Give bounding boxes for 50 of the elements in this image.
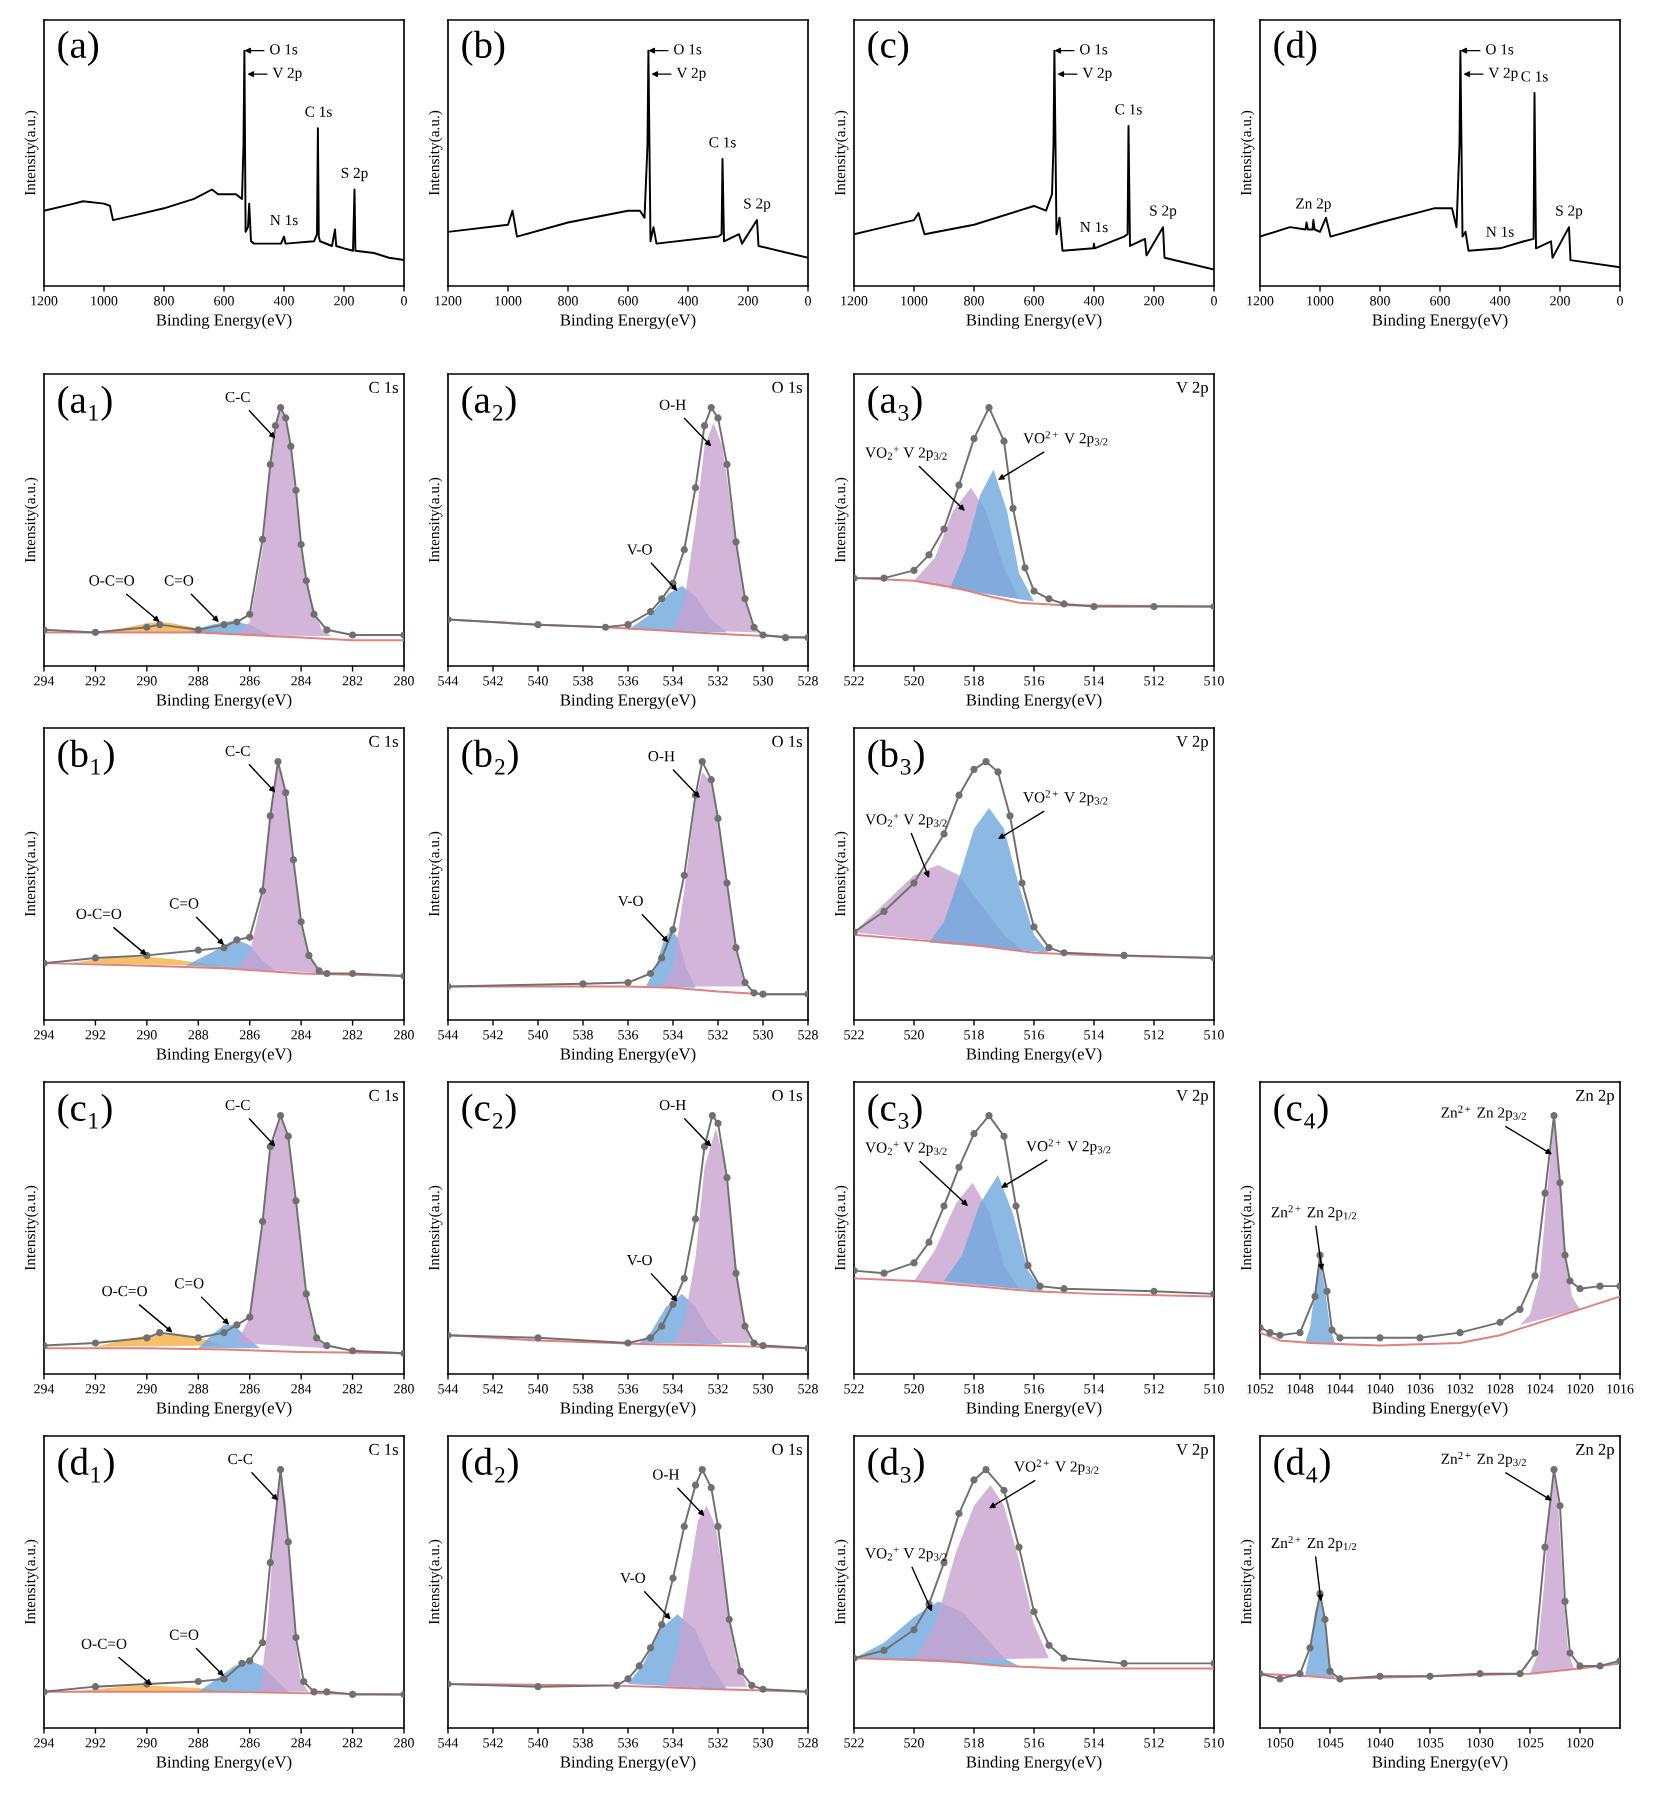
chart-title: (c₂) — [462, 1093, 516, 1129]
chart-title: (b₃) — [868, 739, 924, 775]
chart-title: (c) — [868, 30, 909, 66]
chart-title: (a₂) — [462, 385, 516, 421]
x-axis-title: Binding Energy(eV) — [156, 1755, 292, 1772]
chart-subtitle: C 1s — [369, 1443, 398, 1456]
chart-title: (a) — [58, 30, 99, 66]
chart-subtitle: O 1s — [772, 735, 802, 748]
x-axis-title: Binding Energy(eV) — [966, 1047, 1102, 1064]
chart-title: (a₃) — [868, 385, 922, 421]
chart-title: (b₁) — [58, 739, 114, 775]
chart-subtitle: Zn 2p — [1576, 1089, 1614, 1105]
chart-title: (d₁) — [58, 1447, 114, 1483]
x-axis-title: Binding Energy(eV) — [156, 1401, 292, 1418]
x-axis-title: Binding Energy(eV) — [156, 693, 292, 710]
chart-title: (c₁) — [58, 1093, 112, 1129]
chart-subtitle: O 1s — [772, 381, 802, 394]
x-axis-title: Binding Energy(eV) — [560, 693, 696, 710]
x-axis-title: Binding Energy(eV) — [1372, 313, 1508, 330]
x-axis-title: Binding Energy(eV) — [560, 1401, 696, 1418]
chart-title: (c₃) — [868, 1093, 922, 1129]
x-axis-title: Binding Energy(eV) — [156, 313, 292, 330]
chart-title: (a₁) — [58, 385, 112, 421]
x-axis-title: Binding Energy(eV) — [560, 1047, 696, 1064]
x-axis-title: Binding Energy(eV) — [1372, 1755, 1508, 1772]
chart-title: (d₄) — [1274, 1447, 1330, 1483]
chart-title: (d₃) — [868, 1447, 924, 1483]
chart-title: (b) — [462, 30, 505, 66]
x-axis-title: Binding Energy(eV) — [560, 1755, 696, 1772]
chart-title: (c₄) — [1274, 1093, 1328, 1129]
chart-title: (d) — [1274, 30, 1317, 66]
chart-subtitle: V 2p — [1176, 1443, 1208, 1459]
chart-subtitle: V 2p — [1176, 381, 1208, 397]
chart-subtitle: V 2p — [1176, 1089, 1208, 1105]
x-axis-title: Binding Energy(eV) — [966, 693, 1102, 710]
chart-subtitle: C 1s — [369, 381, 398, 394]
x-axis-title: Binding Energy(eV) — [966, 1755, 1102, 1772]
chart-subtitle: C 1s — [369, 1089, 398, 1102]
x-axis-title: Binding Energy(eV) — [966, 313, 1102, 330]
chart-subtitle: Zn 2p — [1576, 1443, 1614, 1459]
chart-title: (b₂) — [462, 739, 518, 775]
x-axis-title: Binding Energy(eV) — [1372, 1401, 1508, 1418]
chart-title: (d₂) — [462, 1447, 518, 1483]
chart-subtitle: O 1s — [772, 1089, 802, 1102]
x-axis-title: Binding Energy(eV) — [966, 1401, 1102, 1418]
chart-subtitle: O 1s — [772, 1443, 802, 1456]
chart-subtitle: V 2p — [1176, 735, 1208, 751]
x-axis-title: Binding Energy(eV) — [156, 1047, 292, 1064]
chart-subtitle: C 1s — [369, 735, 398, 748]
x-axis-title: Binding Energy(eV) — [560, 313, 696, 330]
